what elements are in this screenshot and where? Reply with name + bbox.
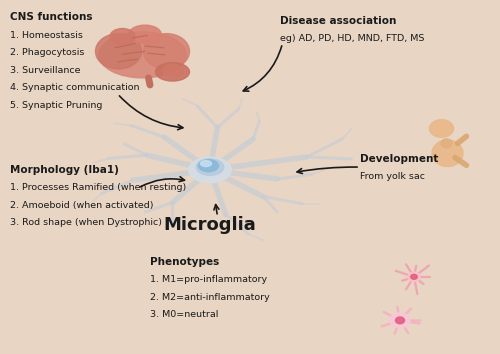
Text: 1. M1=pro-inflammatory: 1. M1=pro-inflammatory <box>150 275 267 284</box>
Text: 2. Phagocytosis: 2. Phagocytosis <box>10 48 85 57</box>
Text: 1. Homeostasis: 1. Homeostasis <box>10 31 83 40</box>
Text: 1. Processes Ramified (when resting): 1. Processes Ramified (when resting) <box>10 183 186 192</box>
Text: Development: Development <box>360 154 438 164</box>
Text: eg) AD, PD, HD, MND, FTD, MS: eg) AD, PD, HD, MND, FTD, MS <box>280 34 424 43</box>
Ellipse shape <box>411 274 417 279</box>
Text: 2. M2=anti-inflammatory: 2. M2=anti-inflammatory <box>150 292 270 302</box>
Text: Microglia: Microglia <box>164 216 256 234</box>
Ellipse shape <box>432 140 463 167</box>
Text: 4. Synaptic communication: 4. Synaptic communication <box>10 83 140 92</box>
Ellipse shape <box>441 139 452 148</box>
Ellipse shape <box>408 272 420 281</box>
Ellipse shape <box>156 63 190 81</box>
Text: 5. Synaptic Pruning: 5. Synaptic Pruning <box>10 101 102 110</box>
Text: Phenotypes: Phenotypes <box>150 257 219 267</box>
Text: Disease association: Disease association <box>280 16 396 26</box>
Text: 3. Rod shape (when Dystrophic): 3. Rod shape (when Dystrophic) <box>10 218 162 227</box>
Ellipse shape <box>129 25 161 44</box>
Text: 2. Amoeboid (when activated): 2. Amoeboid (when activated) <box>10 200 154 210</box>
Text: CNS functions: CNS functions <box>10 12 92 22</box>
Text: From yolk sac: From yolk sac <box>360 172 425 181</box>
Ellipse shape <box>96 34 142 69</box>
Ellipse shape <box>430 120 454 137</box>
Ellipse shape <box>99 32 186 78</box>
Ellipse shape <box>196 159 224 175</box>
Ellipse shape <box>163 64 184 78</box>
Ellipse shape <box>189 157 231 183</box>
Ellipse shape <box>198 160 218 172</box>
Ellipse shape <box>390 313 410 328</box>
Ellipse shape <box>110 29 135 44</box>
Ellipse shape <box>200 161 211 166</box>
Ellipse shape <box>396 317 404 324</box>
Text: 3. Surveillance: 3. Surveillance <box>10 66 80 75</box>
Ellipse shape <box>144 34 190 69</box>
Text: 3. M0=neutral: 3. M0=neutral <box>150 310 218 319</box>
Text: Morphology (Iba1): Morphology (Iba1) <box>10 165 119 175</box>
